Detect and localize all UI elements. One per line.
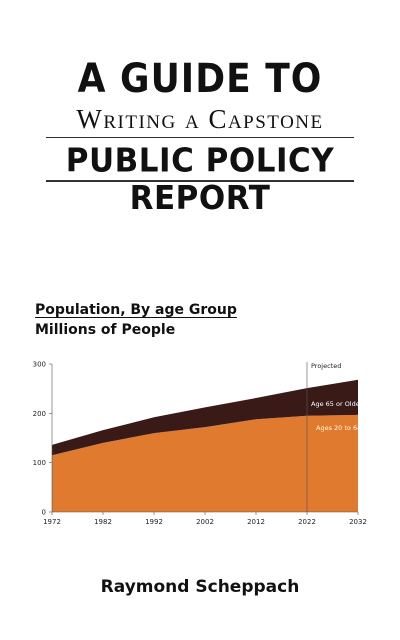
x-tick-label: 2012 [247, 518, 265, 526]
x-tick-label: 2032 [349, 518, 367, 526]
series-area-0 [52, 414, 358, 512]
x-tick-label: 2002 [196, 518, 214, 526]
x-tick-label: 2022 [298, 518, 316, 526]
title-line-3: PUBLIC POLICY REPORT [65, 142, 335, 218]
y-tick-label: 300 [33, 361, 46, 369]
title-line-2: Writing a Capstone [76, 104, 324, 134]
series-label-older: Age 65 or Older [311, 400, 363, 408]
series-label-working: Ages 20 to 64 [316, 424, 361, 432]
y-tick-label: 0 [42, 509, 46, 517]
x-tick-label: 1992 [145, 518, 163, 526]
chart-title: Population, By age Group [35, 302, 237, 318]
population-chart: Projected Age 65 or Older Ages 20 to 64 0 10… [33, 361, 367, 527]
series-area-1 [52, 379, 358, 456]
author-name: Raymond Scheppach [100, 577, 300, 597]
y-tick-label: 100 [33, 459, 46, 467]
title-rule-bottom [46, 180, 354, 182]
chart-subtitle: Millions of People [35, 322, 176, 338]
title-rule-top [46, 137, 354, 138]
y-tick-label: 200 [33, 410, 46, 418]
projected-label: Projected [311, 362, 341, 370]
title-line-1: A GUIDE TO [77, 56, 323, 102]
x-tick-label: 1982 [94, 518, 112, 526]
x-tick-label: 1972 [43, 518, 61, 526]
